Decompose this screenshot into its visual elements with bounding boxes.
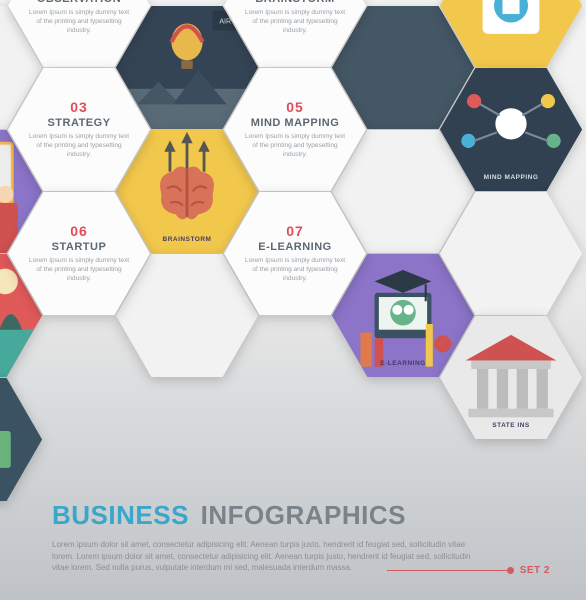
hex-title: MIND MAPPING [251, 117, 340, 129]
set-label: SET 2 [520, 565, 550, 576]
footer-title-word-2: INFOGRAPHICS [201, 500, 406, 530]
hex-title: OBSERVATION [37, 0, 121, 5]
footer-set: SET 2 [387, 565, 550, 576]
hex-title: STARTUP [52, 241, 107, 253]
hexagon-grid: AIR TO BRAINSTORM [0, 0, 586, 450]
image-hex-label: STATE INS [440, 422, 582, 429]
set-dot [507, 567, 514, 574]
hex-number: 07 [286, 223, 304, 239]
hex-desc: Lorem Ipsum is simply dummy text of the … [242, 9, 348, 35]
image-hex-11 [440, 192, 582, 315]
hex-title: STRATEGY [47, 117, 110, 129]
hex-title: E-LEARNING [258, 241, 331, 253]
hex-desc: Lorem Ipsum is simply dummy text of the … [26, 133, 132, 159]
text-hex-strategy: 03 STRATEGY Lorem Ipsum is simply dummy te… [8, 68, 150, 191]
text-hex-brainstorm: 02BRAINSTORMLorem Ipsum is simply dummy … [224, 0, 366, 67]
hex-number: 03 [70, 99, 88, 115]
text-hex-e-learning: 07 E-LEARNING Lorem Ipsum is simply dummy … [224, 192, 366, 315]
hex-title: BRAINSTORM [255, 0, 334, 5]
image-hex-7: MIND MAPPING [440, 68, 582, 191]
image-hex-3 [440, 0, 582, 67]
hex-desc: Lorem Ipsum is simply dummy text of the … [242, 133, 348, 159]
footer-title-word-1: BUSINESS [52, 500, 189, 530]
footer-title: BUSINESS INFOGRAPHICS [52, 500, 550, 531]
text-hex-observation: 01OBSERVATIONLorem Ipsum is simply dummy… [8, 0, 150, 67]
image-hex-13: STATE INS [440, 316, 582, 439]
text-hex-mind-mapping: 05 MIND MAPPING Lorem Ipsum is simply dumm… [224, 68, 366, 191]
footer: BUSINESS INFOGRAPHICS Lorem ipsum dolor … [0, 482, 586, 600]
image-hex-label: MIND MAPPING [440, 174, 582, 181]
text-hex-startup: 06 STARTUP Lorem Ipsum is simply dummy tex… [8, 192, 150, 315]
set-line [387, 570, 507, 571]
hex-desc: Lorem Ipsum is simply dummy text of the … [26, 257, 132, 283]
hex-desc: Lorem Ipsum is simply dummy text of the … [242, 257, 348, 283]
hex-number: 05 [286, 99, 304, 115]
hex-number: 06 [70, 223, 88, 239]
hex-desc: Lorem Ipsum is simply dummy text of the … [26, 9, 132, 35]
